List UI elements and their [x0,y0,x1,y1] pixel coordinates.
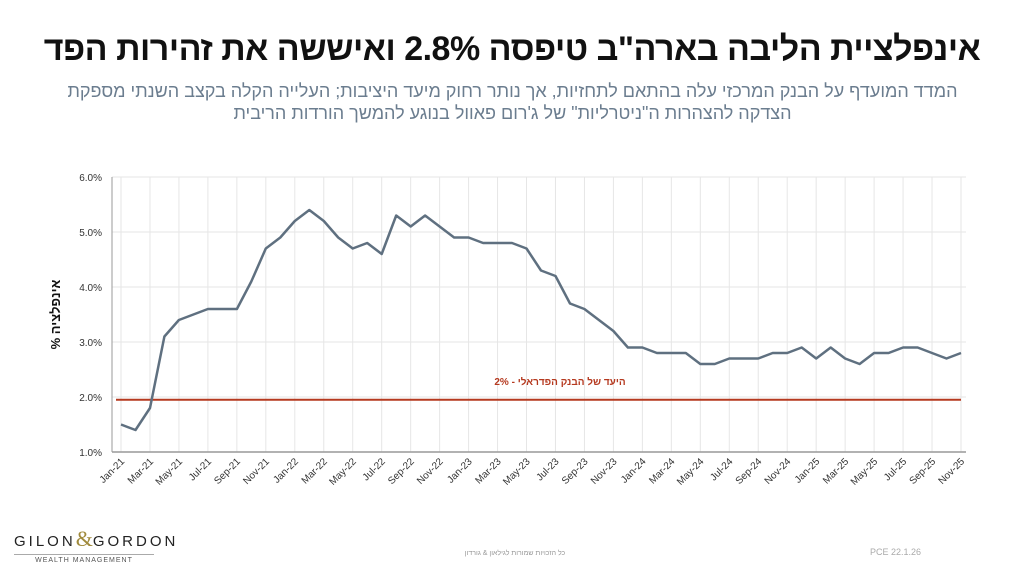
y-tick-label: 1.0% [79,448,102,459]
x-tick-label: Nov-22 [415,456,446,487]
x-tick-label: Sep-24 [734,456,765,487]
x-tick-label: Nov-25 [937,456,968,487]
slide-code: PCE 22.1.26 [870,547,922,557]
page-title: אינפלציית הליבה בארה"ב טיפסה 2.8% ואיששה… [43,30,981,68]
x-tick-label: Sep-23 [560,456,591,487]
x-tick-label: Sep-25 [908,456,939,487]
x-tick-label: Jul-25 [882,456,909,483]
x-tick-label: Jan-22 [272,456,302,486]
company-logo: GILON&GORDON WEALTH MANAGEMENT [14,526,175,564]
y-tick-label: 5.0% [79,228,102,239]
x-tick-label: May-22 [327,456,359,488]
x-tick-label: Nov-21 [241,456,272,487]
x-tick-label: Nov-24 [763,456,794,487]
copyright-text: כל הזכויות שמורות לגילאון & גורדון [464,550,566,557]
logo-text-left: GILON [14,533,76,550]
logo-subtitle: WEALTH MANAGEMENT [35,557,133,564]
x-tick-label: Sep-22 [386,456,417,487]
x-tick-label: Jan-24 [619,456,649,486]
y-tick-label: 2.0% [79,393,102,404]
y-tick-label: 4.0% [79,283,102,294]
x-tick-label: May-21 [154,456,186,488]
x-tick-label: May-24 [675,456,707,488]
y-tick-label: 6.0% [79,173,102,184]
y-axis-label: אינפלציה % [48,279,63,349]
x-tick-label: Jul-21 [187,456,214,483]
y-tick-label: 3.0% [79,338,102,349]
x-tick-label: Mar-24 [647,456,677,486]
logo-text-right: GORDON [92,533,179,550]
x-tick-label: Jan-21 [98,456,128,486]
x-tick-label: Jan-23 [445,456,475,486]
target-label: היעד של הבנק הפדראלי - 2% [494,376,625,388]
x-tick-label: Jul-24 [708,456,735,483]
x-tick-label: Jul-22 [361,456,388,483]
x-tick-label: Mar-21 [126,456,156,486]
page-subtitle: המדד המועדף על הבנק המרכזי עלה בהתאם לתח… [67,81,958,123]
x-tick-label: May-25 [849,456,881,488]
x-tick-label: Jul-23 [535,456,562,483]
x-tick-label: May-23 [501,456,533,488]
x-tick-label: Mar-25 [821,456,851,486]
x-tick-label: Sep-21 [212,456,243,487]
x-tick-label: Mar-22 [300,456,330,486]
x-tick-label: Jan-25 [793,456,823,486]
x-tick-label: Mar-23 [473,456,503,486]
x-tick-label: Nov-23 [589,456,620,487]
logo-ampersand: & [75,526,93,551]
